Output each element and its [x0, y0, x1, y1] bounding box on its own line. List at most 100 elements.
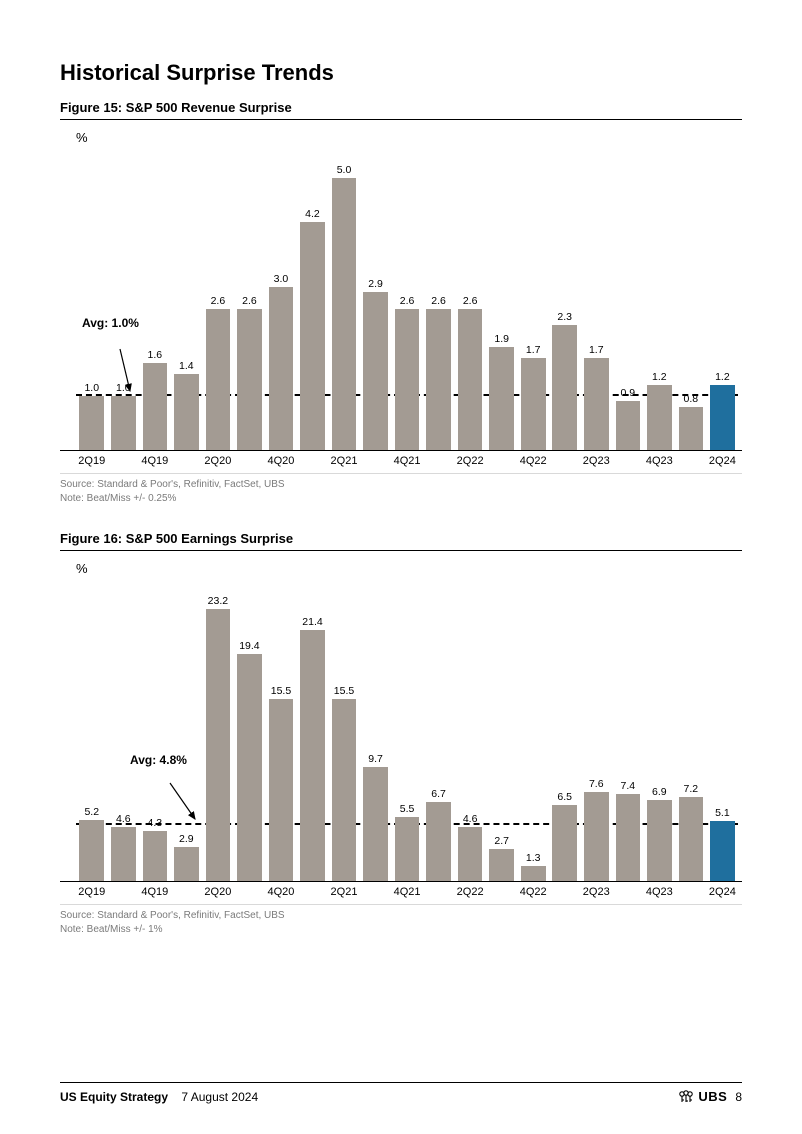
bar	[237, 654, 262, 881]
x-tick	[360, 455, 392, 467]
x-tick	[360, 886, 392, 898]
bar-value-label: 4.6	[116, 813, 131, 825]
bar-wrap: 2.9	[360, 151, 392, 450]
bar	[458, 827, 483, 881]
bar-wrap: 7.4	[612, 582, 644, 881]
figure-15-chart: Avg: 1.0% 1.01.01.61.42.62.63.04.25.02.9…	[60, 151, 742, 467]
bar-value-label: 1.0	[84, 382, 99, 394]
x-tick	[675, 886, 707, 898]
figure-15-plot: Avg: 1.0% 1.01.01.61.42.62.63.04.25.02.9…	[60, 151, 742, 451]
bar	[458, 309, 483, 450]
bar-wrap: 2.6	[454, 151, 486, 450]
bar	[647, 800, 672, 881]
bar	[269, 287, 294, 450]
bar-wrap: 1.2	[644, 151, 676, 450]
bar-wrap: 6.9	[644, 582, 676, 881]
bar-wrap: 4.2	[297, 151, 329, 450]
bar-wrap: 9.7	[360, 582, 392, 881]
bar-value-label: 1.2	[715, 371, 730, 383]
bar-wrap: 5.2	[76, 582, 108, 881]
x-tick	[612, 886, 644, 898]
bar	[710, 821, 735, 881]
bar-wrap: 23.2	[202, 582, 234, 881]
report-page: Historical Surprise Trends Figure 15: S&…	[0, 0, 802, 1134]
x-tick: 2Q19	[76, 886, 108, 898]
bar-value-label: 7.4	[620, 780, 635, 792]
spacer	[60, 505, 742, 531]
bar-wrap: 0.8	[675, 151, 707, 450]
x-tick: 4Q20	[265, 886, 297, 898]
bar	[111, 396, 136, 450]
bar-value-label: 4.6	[463, 813, 478, 825]
bar-wrap: 1.9	[486, 151, 518, 450]
bar-value-label: 2.6	[242, 295, 257, 307]
figure-16-x-axis: 2Q194Q192Q204Q202Q214Q212Q224Q222Q234Q23…	[60, 882, 742, 898]
bar-wrap: 2.9	[171, 582, 203, 881]
page-number: 8	[735, 1090, 742, 1104]
bar-value-label: 4.3	[148, 817, 163, 829]
footer-date: 7 August 2024	[181, 1090, 258, 1104]
bar-value-label: 1.9	[494, 333, 509, 345]
page-footer: US Equity Strategy 7 August 2024	[60, 1082, 742, 1104]
bar-value-label: 6.7	[431, 788, 446, 800]
ubs-keys-icon	[678, 1090, 694, 1104]
bar-value-label: 2.9	[179, 833, 194, 845]
x-tick: 4Q22	[517, 886, 549, 898]
x-tick: 4Q19	[139, 455, 171, 467]
bar-wrap: 6.7	[423, 582, 455, 881]
x-tick: 4Q23	[644, 886, 676, 898]
bar	[552, 325, 577, 450]
y-axis-unit: %	[76, 130, 742, 145]
figure-15-source: Source: Standard & Poor's, Refinitiv, Fa…	[60, 473, 742, 505]
figure-16-chart: Avg: 4.8% 5.24.64.32.923.219.415.521.415…	[60, 582, 742, 898]
bar-value-label: 1.4	[179, 360, 194, 372]
source-text: Source: Standard & Poor's, Refinitiv, Fa…	[60, 478, 742, 492]
bar-value-label: 1.6	[148, 349, 163, 361]
bar-wrap: 7.2	[675, 582, 707, 881]
bar-value-label: 19.4	[239, 640, 259, 652]
source-text: Source: Standard & Poor's, Refinitiv, Fa…	[60, 909, 742, 923]
x-tick: 2Q19	[76, 455, 108, 467]
x-tick: 4Q21	[391, 455, 423, 467]
x-tick: 2Q24	[707, 455, 739, 467]
bar-value-label: 2.9	[368, 278, 383, 290]
bar-value-label: 1.0	[116, 382, 131, 394]
bar-value-label: 1.7	[589, 344, 604, 356]
x-tick	[108, 455, 140, 467]
bar-wrap: 4.3	[139, 582, 171, 881]
bar	[679, 407, 704, 450]
x-tick	[549, 886, 581, 898]
bar	[300, 630, 325, 881]
bar	[206, 609, 231, 881]
x-tick	[612, 455, 644, 467]
x-tick: 2Q21	[328, 886, 360, 898]
bar	[710, 385, 735, 450]
bar-wrap: 0.9	[612, 151, 644, 450]
bar-wrap: 2.3	[549, 151, 581, 450]
bar	[143, 831, 168, 881]
bar-value-label: 4.2	[305, 208, 320, 220]
bar-wrap: 4.6	[108, 582, 140, 881]
bar	[426, 802, 451, 881]
bar	[395, 309, 420, 450]
bar-value-label: 5.0	[337, 164, 352, 176]
bar	[489, 347, 514, 450]
bar-wrap: 5.0	[328, 151, 360, 450]
bar	[363, 292, 388, 450]
bar	[111, 827, 136, 881]
bar-wrap: 6.5	[549, 582, 581, 881]
bar-wrap: 3.0	[265, 151, 297, 450]
bar	[174, 374, 199, 450]
x-tick	[486, 455, 518, 467]
x-tick: 2Q20	[202, 886, 234, 898]
note-text: Note: Beat/Miss +/- 1%	[60, 923, 742, 937]
bar-value-label: 7.2	[684, 783, 699, 795]
bar-value-label: 6.5	[557, 791, 572, 803]
footer-right: UBS 8	[678, 1089, 742, 1104]
bar-value-label: 1.7	[526, 344, 541, 356]
bar-value-label: 0.8	[684, 393, 699, 405]
bar	[395, 817, 420, 881]
x-tick: 2Q22	[454, 455, 486, 467]
bar-wrap: 21.4	[297, 582, 329, 881]
x-tick: 4Q20	[265, 455, 297, 467]
